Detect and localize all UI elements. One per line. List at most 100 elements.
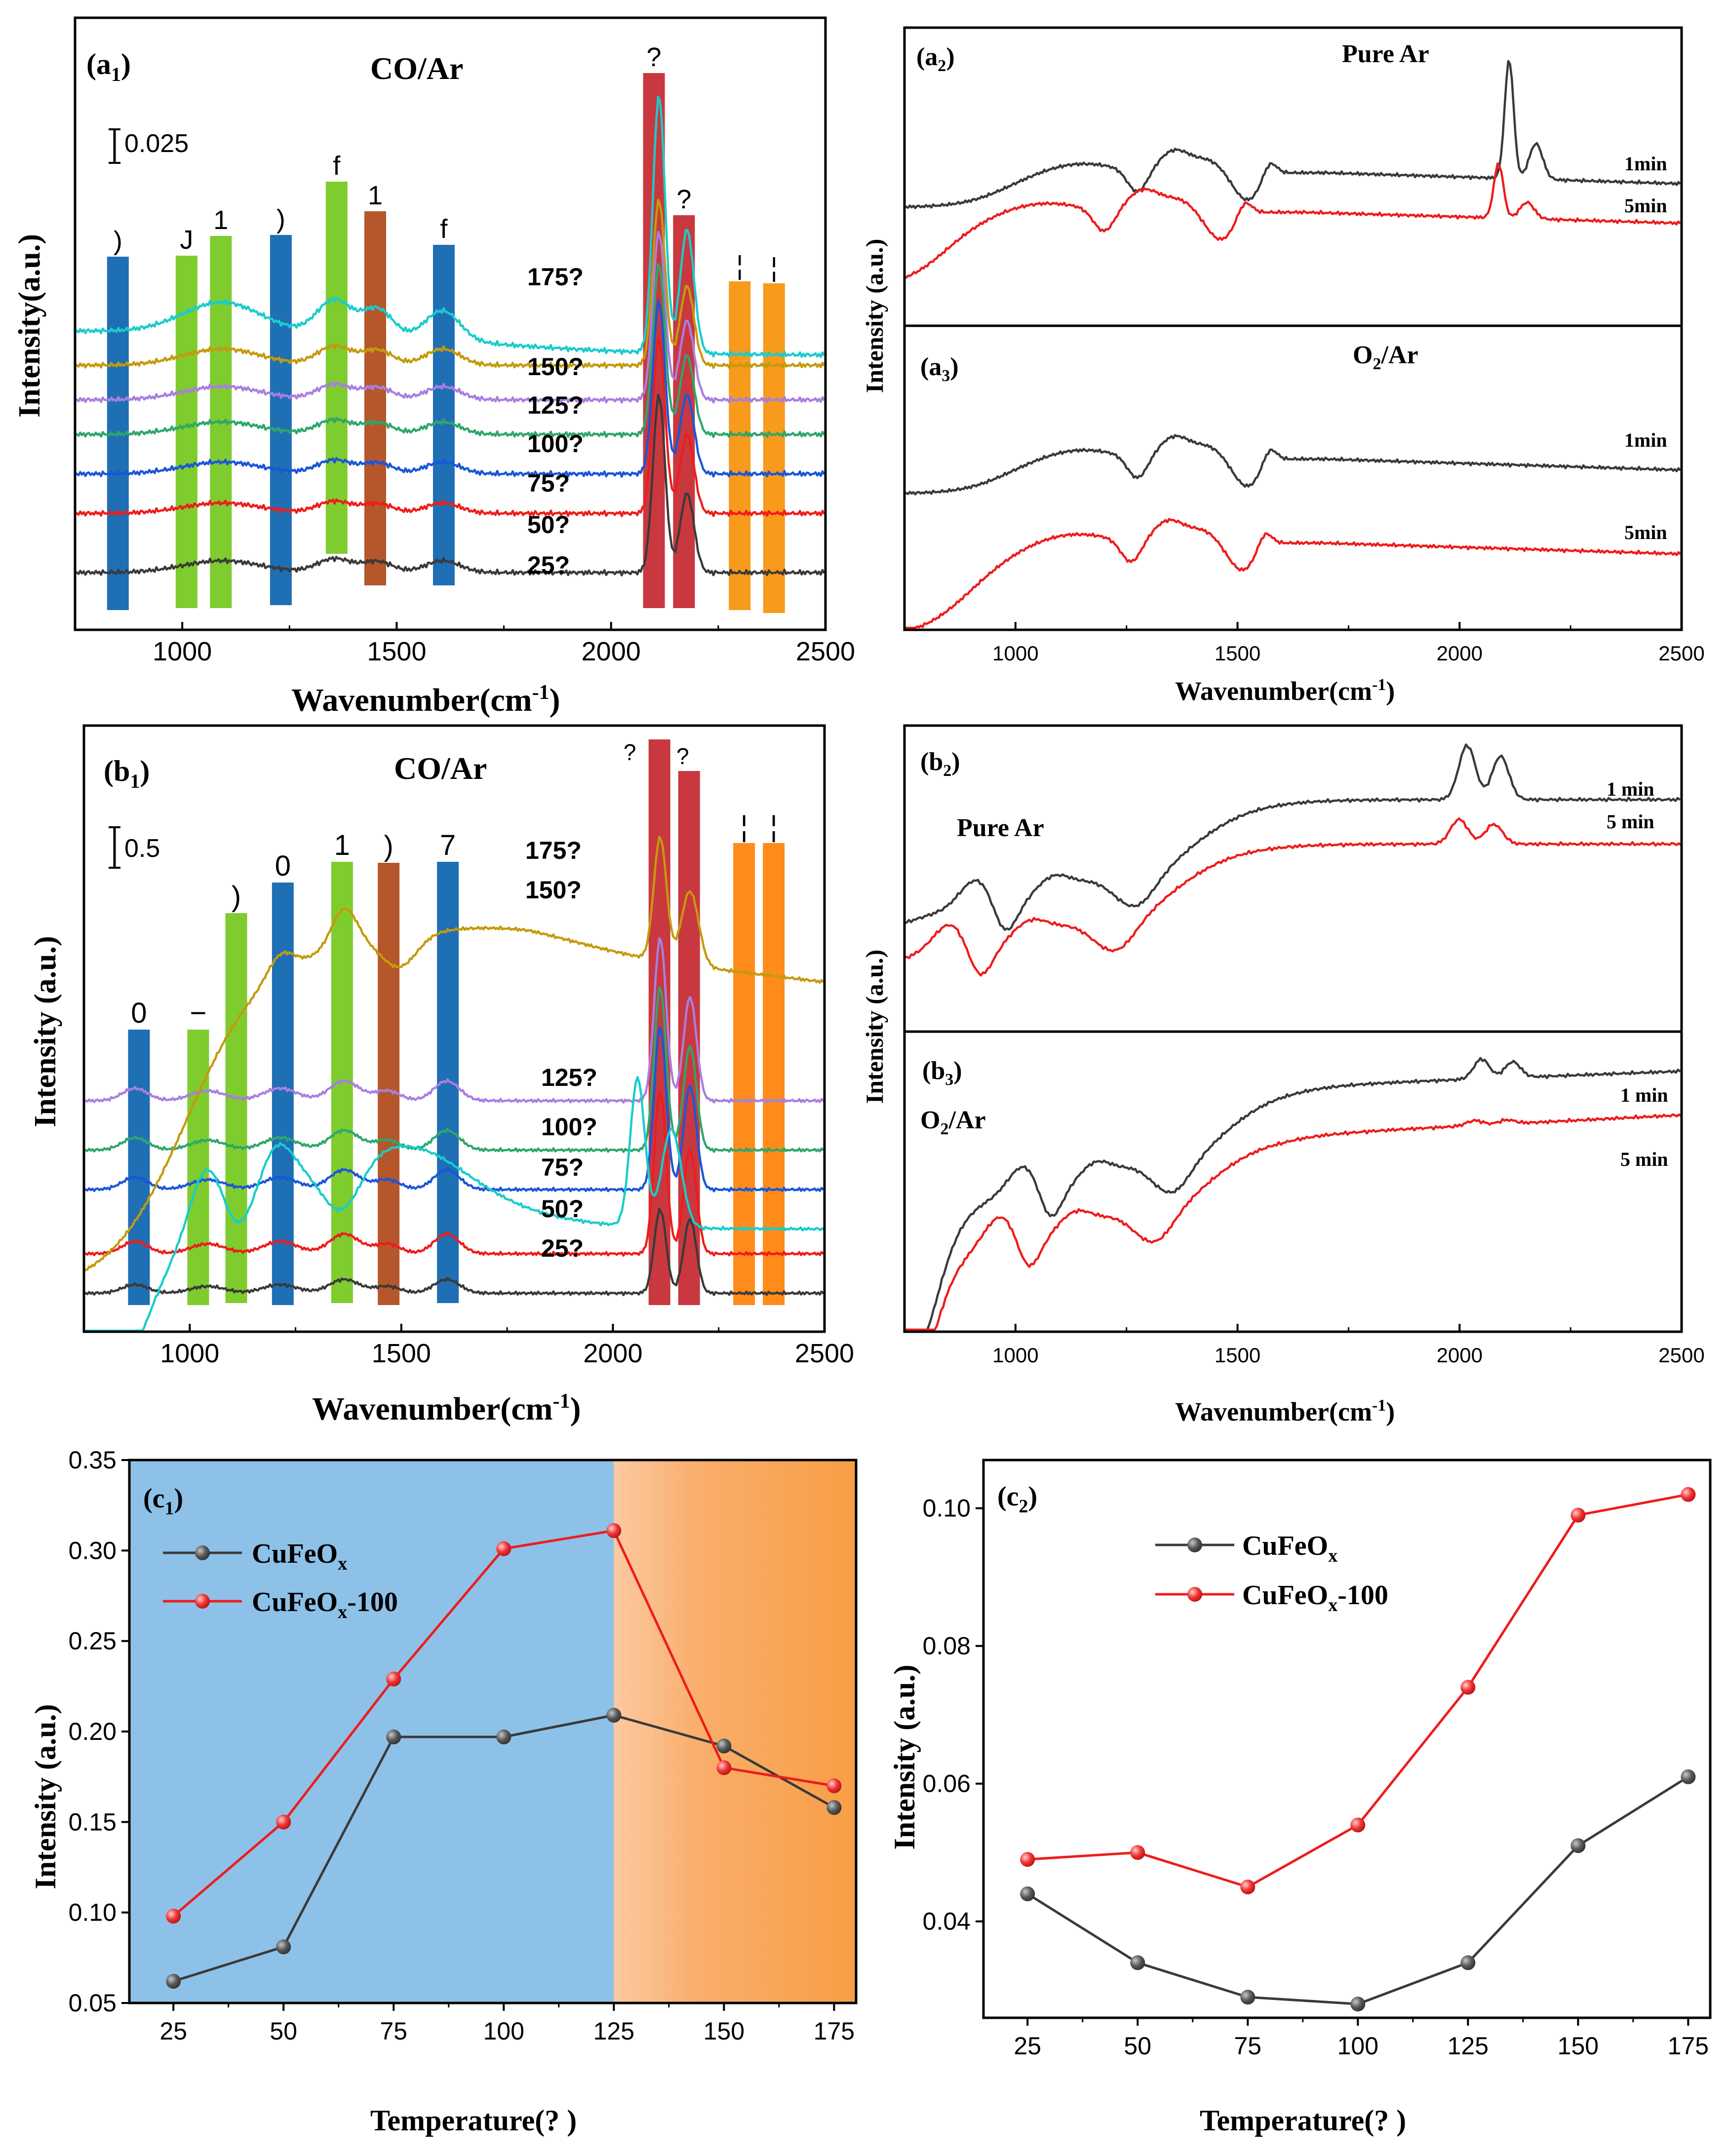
b1-band-1 bbox=[187, 1030, 209, 1305]
c1-point-s0-125 bbox=[606, 1708, 622, 1723]
c1-xlabel: Temperature(? ) bbox=[370, 2104, 577, 2137]
a3-curve-5min bbox=[904, 518, 1681, 629]
a1-curve-label-5: 50? bbox=[527, 511, 570, 539]
b1-band-mark-7: ? bbox=[624, 739, 636, 765]
b1-curve-label-0: 175? bbox=[525, 837, 582, 864]
c2-point-s1-100 bbox=[1350, 1817, 1366, 1833]
b1-curve-4 bbox=[83, 1026, 824, 1193]
b1-scale-bar-label: 0.5 bbox=[124, 834, 160, 863]
c2-point-s1-50 bbox=[1130, 1845, 1145, 1860]
b1-band-mark-3: 0 bbox=[275, 850, 291, 882]
b3-label-5min: 5 min bbox=[1620, 1148, 1668, 1170]
a1-curves bbox=[74, 95, 825, 577]
b1-band-mark-2: ) bbox=[232, 881, 241, 913]
b3-curve-1min bbox=[904, 1057, 1681, 1331]
b23-ylabel: Intensity (a.u.) bbox=[861, 950, 888, 1104]
a1-band-mark-0: ) bbox=[114, 226, 122, 256]
a1-xticks: 1000 1500 2000 2500 bbox=[74, 622, 855, 666]
b1-band-2 bbox=[225, 913, 247, 1303]
c2-legend-marker-2 bbox=[1187, 1587, 1202, 1602]
b2-curve-1min bbox=[904, 743, 1681, 931]
b1-band-5 bbox=[378, 863, 400, 1305]
a1-frame bbox=[74, 16, 827, 631]
panel-c1: 25 50 75 100 125 150 175 0.05 0.10 0.15 0.20 0.25 0.… bbox=[29, 1446, 858, 2137]
b1-curve-label-5: 50? bbox=[541, 1195, 584, 1223]
c2-legend-text-2: CuFeOx-100 bbox=[1242, 1580, 1388, 1616]
c1-point-s0-150 bbox=[716, 1738, 732, 1754]
a23-xtick-label-1000: 1000 bbox=[992, 642, 1038, 665]
b1-band-9 bbox=[733, 843, 755, 1305]
a3-curves bbox=[904, 434, 1681, 629]
b3-panel-label: (b3) bbox=[922, 1057, 962, 1089]
c2-point-s1-75 bbox=[1240, 1879, 1256, 1894]
c1-ytick-label-1: 0.10 bbox=[69, 1899, 117, 1926]
c1-bg-orange bbox=[614, 1460, 856, 2003]
a1-band-mark-10: ¦ bbox=[771, 253, 778, 282]
c2-xtick-label-25: 25 bbox=[1014, 2032, 1041, 2060]
panel-a1: (a1) CO/Ar 0.025 175?150?125?100?75?50?2… bbox=[13, 16, 855, 718]
c2-point-s0-125 bbox=[1460, 1955, 1476, 1970]
c2-point-s0-100 bbox=[1350, 1997, 1366, 2012]
panel-a2-a3: (a2) Pure Ar 1min 5min (a3) O2/Ar 1min 5… bbox=[861, 26, 1705, 706]
b1-curve-1 bbox=[83, 836, 824, 1272]
b1-curve-3 bbox=[83, 986, 824, 1153]
b1-curve-label-6: 25? bbox=[541, 1234, 584, 1262]
b1-frame bbox=[82, 724, 826, 1333]
a1-band-mark-6: f bbox=[440, 214, 448, 244]
b1-curve-5 bbox=[83, 1090, 824, 1257]
c1-plot-area: 25 50 75 100 125 150 175 0.05 0.10 0.15 0.20 0.25 0.… bbox=[69, 1446, 858, 2045]
a1-curve-label-0: 175? bbox=[527, 263, 584, 291]
a3-curve-1min bbox=[904, 434, 1681, 496]
b1-xtick-label-1500: 1500 bbox=[372, 1339, 431, 1368]
c1-legend-text-1: CuFeOx bbox=[252, 1539, 347, 1574]
b1-curve-2 bbox=[83, 937, 824, 1104]
a23-ylabel: Intensity (a.u.) bbox=[861, 239, 888, 393]
a3-panel-label: (a3) bbox=[920, 353, 959, 385]
c1-panel-label: (c1) bbox=[143, 1483, 183, 1519]
a1-curve-0 bbox=[74, 95, 825, 358]
b1-band-mark-8: ? bbox=[676, 743, 689, 769]
b1-curves bbox=[83, 836, 825, 1332]
c2-point-s0-50 bbox=[1130, 1955, 1145, 1970]
a1-ylabel: Intensity(a.u.) bbox=[13, 234, 46, 418]
c1-ytick-label-2: 0.15 bbox=[69, 1808, 117, 1836]
a3-label-1min: 1min bbox=[1624, 429, 1667, 451]
a3-label-5min: 5min bbox=[1624, 521, 1667, 543]
b1-band-10 bbox=[763, 843, 785, 1305]
b1-curve-label-1: 150? bbox=[525, 876, 582, 904]
c1-xtick-label-175: 175 bbox=[814, 2017, 855, 2045]
panel-b2-b3: (b2) Pure Ar 1 min 5 min (b3) O2/Ar 1 mi… bbox=[861, 724, 1705, 1426]
c1-xtick-label-50: 50 bbox=[270, 2017, 297, 2045]
b1-xticks: 1000 1500 2000 2500 bbox=[83, 1324, 854, 1368]
c2-ytick-label-2: 0.08 bbox=[923, 1632, 971, 1660]
c2-xlabel: Temperature(? ) bbox=[1200, 2104, 1406, 2137]
b3-curve-5min bbox=[904, 1113, 1682, 1331]
c1-point-s1-75 bbox=[386, 1671, 401, 1687]
b1-band-mark-4: 1 bbox=[334, 829, 350, 861]
c2-point-s0-25 bbox=[1020, 1886, 1035, 1901]
b1-band-mark-9: ¦ bbox=[741, 810, 748, 843]
a1-curve-label-6: 25? bbox=[527, 551, 570, 579]
c2-point-s0-175 bbox=[1681, 1769, 1696, 1784]
b23-xtick-label-2500: 2500 bbox=[1658, 1344, 1704, 1367]
c1-point-s0-175 bbox=[826, 1800, 842, 1815]
a2-label-5min: 5min bbox=[1624, 194, 1667, 217]
a1-xlabel: Wavenumber(cm-1) bbox=[291, 681, 560, 718]
a1-band-marks: ) J1)f1f??¦ ¦ bbox=[114, 42, 778, 282]
a23-xtick-label-2500: 2500 bbox=[1658, 642, 1704, 665]
a2-curve-1min bbox=[904, 60, 1681, 209]
b3-label-1min: 1 min bbox=[1620, 1084, 1668, 1106]
a2-label-1min: 1min bbox=[1624, 153, 1667, 175]
a1-band-9 bbox=[729, 281, 751, 610]
b2-curves bbox=[904, 743, 1682, 977]
a1-curve-label-1: 150? bbox=[527, 353, 584, 381]
c1-point-s0-25 bbox=[166, 1974, 181, 1989]
c1-ytick-label-3: 0.20 bbox=[69, 1718, 117, 1745]
c2-point-s0-150 bbox=[1570, 1838, 1586, 1853]
c2-xtick-label-50: 50 bbox=[1124, 2032, 1151, 2060]
c1-point-s1-50 bbox=[276, 1814, 291, 1830]
c2-legend-text-1: CuFeOx bbox=[1242, 1531, 1337, 1566]
a23-xtick-label-1500: 1500 bbox=[1215, 642, 1260, 665]
panel-b1: (b1) CO/Ar 0.5 175?150?125?100?75?50?25?… bbox=[29, 724, 854, 1427]
